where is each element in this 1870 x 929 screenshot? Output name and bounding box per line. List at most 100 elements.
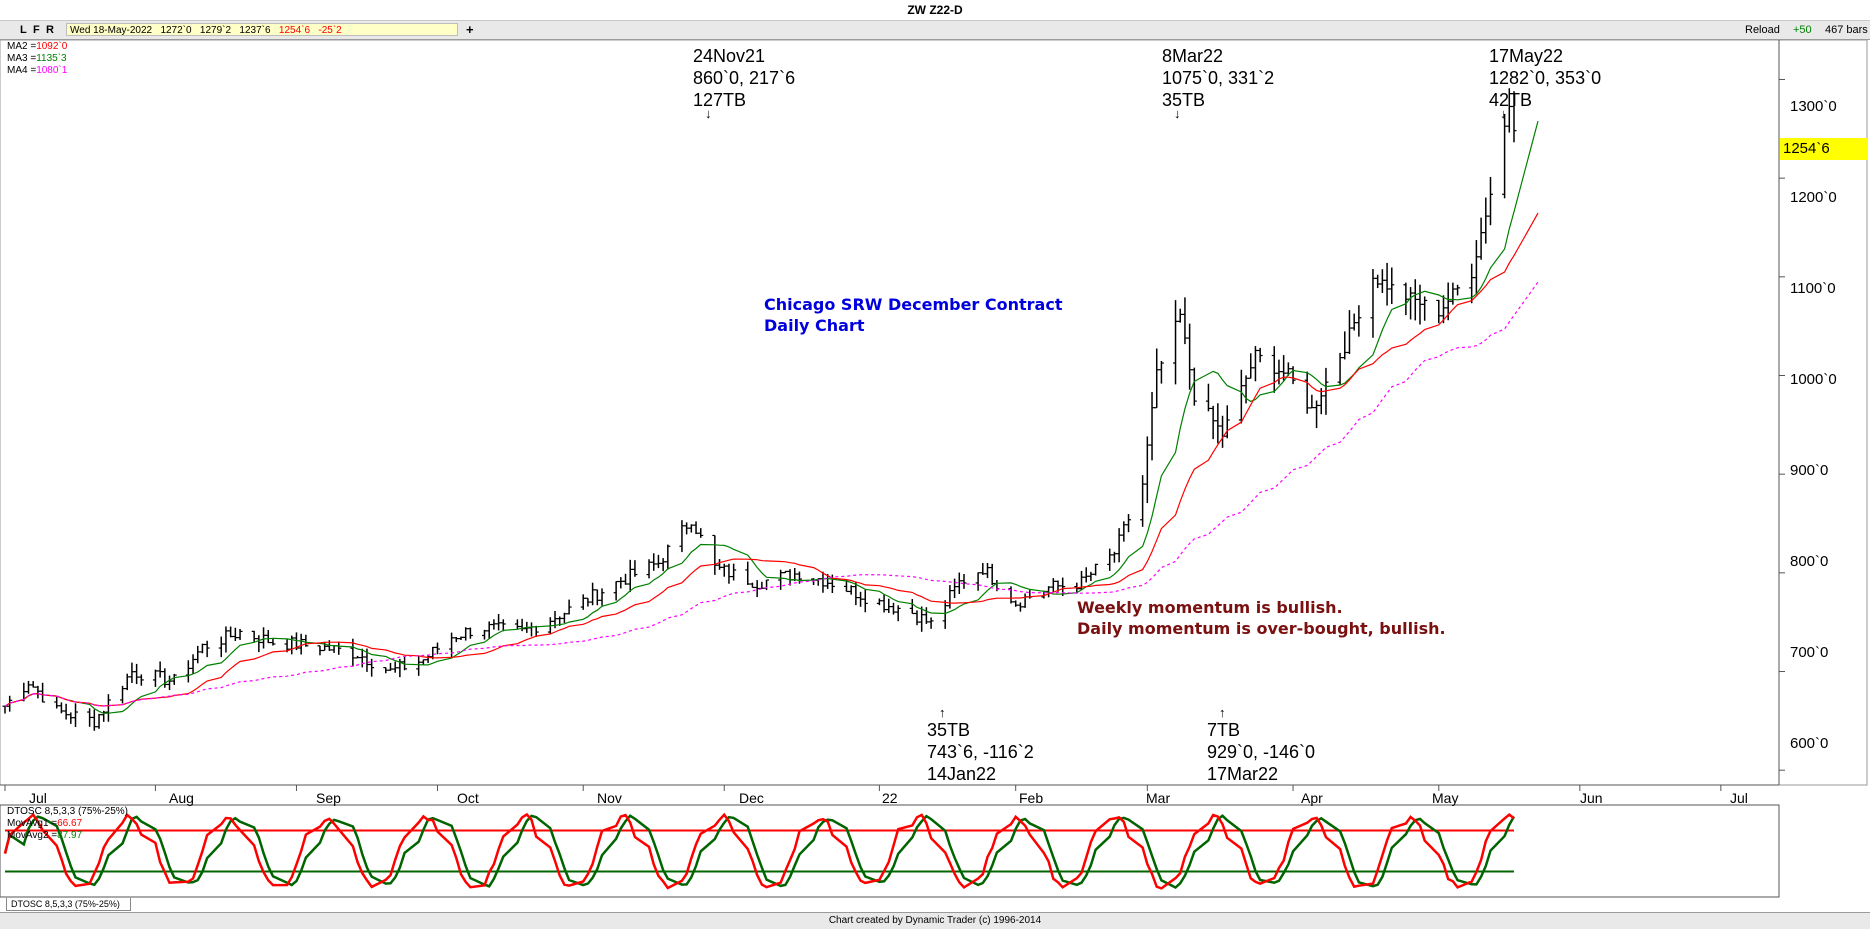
price-bar xyxy=(87,708,93,727)
price-bar xyxy=(251,630,257,643)
annotation-tb: 42TB xyxy=(1489,90,1533,110)
price-bar xyxy=(1182,297,1188,345)
quote-open: 1272`0 xyxy=(160,25,192,36)
price-bar xyxy=(651,553,657,571)
price-bar xyxy=(26,680,32,694)
price-bar xyxy=(1215,403,1221,444)
price-bar xyxy=(392,661,398,673)
price-bar xyxy=(599,588,605,606)
add-button[interactable]: + xyxy=(466,22,474,37)
price-bar xyxy=(519,618,525,632)
price-bar xyxy=(1281,355,1287,381)
price-bar xyxy=(679,520,685,553)
price-bar xyxy=(721,563,727,577)
month-label-may: May xyxy=(1432,790,1459,806)
price-bar xyxy=(688,524,694,533)
price-bar xyxy=(914,610,920,626)
price-label-800: 800`0 xyxy=(1790,553,1829,570)
price-bar xyxy=(256,635,262,653)
month-label-22: 22 xyxy=(882,790,898,806)
reload-button[interactable]: Reload xyxy=(1745,24,1780,36)
price-bar xyxy=(195,645,201,664)
ma4-line xyxy=(4,281,1539,707)
price-bar xyxy=(134,663,140,685)
price-bar xyxy=(590,582,596,606)
price-bar xyxy=(152,669,158,687)
price-bar xyxy=(984,562,990,579)
price-bar xyxy=(383,667,389,674)
price-bar xyxy=(1314,400,1320,429)
price-label-900: 900`0 xyxy=(1790,462,1829,479)
price-bar xyxy=(529,622,535,637)
annotation-values: 860`0, 217`6 xyxy=(693,68,796,88)
f-button[interactable]: F xyxy=(33,24,40,36)
month-label-oct: Oct xyxy=(457,790,479,806)
price-label-1300: 1300`0 xyxy=(1790,98,1837,115)
price-bar xyxy=(1187,323,1193,390)
price-bar xyxy=(1351,313,1357,331)
price-bar xyxy=(1083,567,1089,583)
price-bar xyxy=(1285,362,1291,376)
price-bar xyxy=(745,561,751,585)
price-bar xyxy=(284,639,290,653)
price-bar xyxy=(124,673,130,691)
oscillator-tab[interactable]: DTOSC 8,5,3,3 (75%-25%) xyxy=(6,898,131,911)
price-bar xyxy=(1450,282,1456,305)
price-bar xyxy=(481,629,487,640)
up-arrow-icon: ↑ xyxy=(1219,705,1226,720)
up-arrow-icon: ↑ xyxy=(939,705,946,720)
price-bar xyxy=(919,606,925,632)
add-bars-button[interactable]: +50 xyxy=(1793,24,1812,36)
price-bar xyxy=(778,569,784,590)
price-bar xyxy=(500,619,506,632)
price-bar xyxy=(402,655,408,671)
annotation-17may22: 17May22 1282`0, 353`0 42TB xyxy=(1489,45,1601,111)
price-bar xyxy=(129,662,135,683)
r-button[interactable]: R xyxy=(46,24,54,36)
price-bar xyxy=(1248,353,1254,379)
price-bar xyxy=(1257,347,1263,363)
price-bar xyxy=(975,572,981,591)
price-bar xyxy=(2,705,8,714)
annotation-date: 17May22 xyxy=(1489,46,1564,66)
price-bar xyxy=(731,563,737,581)
quote-high: 1279`2 xyxy=(199,25,232,36)
price-bar xyxy=(693,521,699,535)
price-bar xyxy=(463,627,469,641)
price-bar xyxy=(185,660,191,683)
month-label-jun: Jun xyxy=(1580,790,1603,806)
price-bar xyxy=(1417,284,1423,325)
price-bar xyxy=(1375,274,1381,289)
price-bar xyxy=(190,654,196,674)
month-label-dec: Dec xyxy=(739,790,764,806)
price-bar xyxy=(627,559,633,592)
price-bar xyxy=(566,599,572,615)
annotation-values: 929`0, -146`0 xyxy=(1207,742,1316,762)
price-bar xyxy=(1502,113,1508,199)
price-bar xyxy=(1093,563,1099,576)
price-bar xyxy=(416,655,422,676)
price-bar xyxy=(1220,415,1226,448)
price-bar xyxy=(632,560,638,577)
price-bar xyxy=(1205,383,1211,412)
price-bar xyxy=(1238,369,1244,424)
price-label-1200: 1200`0 xyxy=(1790,189,1837,206)
price-bar xyxy=(101,710,107,722)
current-price-marker: 1254`6 xyxy=(1780,138,1868,160)
footer-credit: Chart created by Dynamic Trader (c) 1996… xyxy=(0,912,1870,929)
price-bar xyxy=(120,685,126,704)
price-bar xyxy=(1271,346,1277,393)
price-bar xyxy=(1318,388,1324,415)
price-bar xyxy=(167,675,173,691)
bar-count: 467 bars xyxy=(1825,24,1868,36)
price-bar xyxy=(895,605,901,622)
price-bar xyxy=(96,713,102,729)
price-bar xyxy=(1158,360,1164,384)
month-label-sep: Sep xyxy=(316,790,341,806)
quote-date: Wed 18-May-2022 xyxy=(70,25,153,36)
price-bar xyxy=(1440,295,1446,324)
price-bar xyxy=(1478,217,1484,260)
price-bar xyxy=(265,630,271,644)
l-button[interactable]: L xyxy=(20,24,27,36)
